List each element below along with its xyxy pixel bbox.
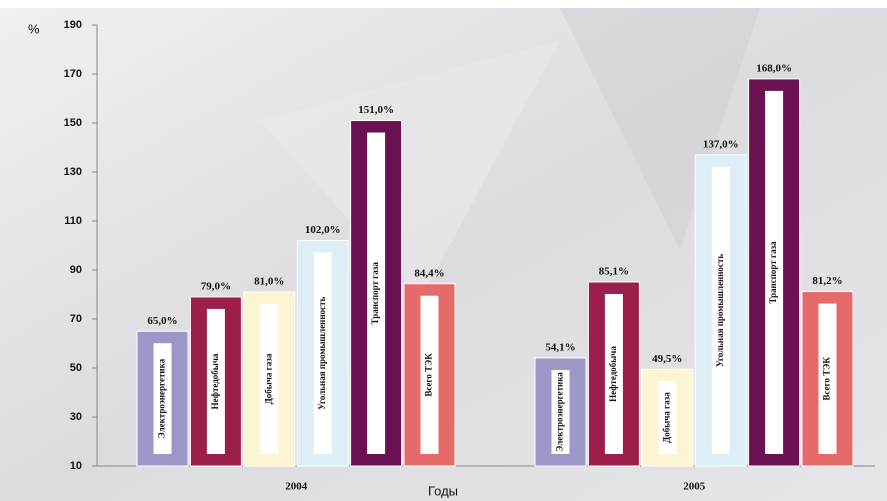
value-label: 137,0% bbox=[703, 138, 739, 150]
series-name: Угольная промышленность bbox=[715, 254, 725, 367]
series-name-box bbox=[711, 166, 730, 454]
series-name: Транспорт газа bbox=[370, 262, 380, 325]
y-tick-label: 170 bbox=[64, 68, 82, 80]
series-name-box bbox=[604, 294, 623, 454]
series-name: Добыча газа bbox=[661, 392, 671, 443]
x-tick-label: 2004 bbox=[285, 481, 308, 493]
series-name-box bbox=[420, 295, 439, 454]
series-name: Всего ТЭК bbox=[424, 353, 434, 397]
series-name-box bbox=[313, 252, 332, 454]
y-tick-label: 190 bbox=[64, 19, 82, 31]
y-tick-label: 50 bbox=[70, 362, 82, 374]
y-axis-label: % bbox=[28, 21, 40, 36]
value-label: 79,0% bbox=[201, 280, 231, 292]
y-tick-label: 150 bbox=[64, 117, 82, 129]
y-tick-label: 110 bbox=[64, 215, 82, 227]
value-label: 54,1% bbox=[545, 341, 575, 353]
series-name: Добыча газа bbox=[263, 353, 273, 404]
value-label: 168,0% bbox=[756, 62, 792, 74]
decor bbox=[560, 8, 760, 250]
series-name: Электроэнергетика bbox=[555, 372, 565, 452]
decor bbox=[260, 40, 560, 300]
x-tick-label: 2005 bbox=[683, 481, 706, 493]
y-tick-label: 10 bbox=[70, 460, 82, 472]
value-label: 85,1% bbox=[599, 266, 629, 278]
y-tick-label: 30 bbox=[70, 411, 82, 423]
y-tick-label: 90 bbox=[70, 264, 82, 276]
series-name: Транспорт газа bbox=[768, 241, 778, 304]
value-label: 49,5% bbox=[652, 353, 682, 365]
series-name: Нефтедобыча bbox=[210, 353, 220, 409]
value-label: 65,0% bbox=[147, 315, 177, 327]
series-name-box bbox=[551, 369, 570, 454]
value-label: 102,0% bbox=[305, 224, 341, 236]
y-tick-label: 130 bbox=[64, 166, 82, 178]
series-name-box bbox=[206, 308, 225, 454]
series-name-box bbox=[818, 303, 837, 454]
value-label: 81,0% bbox=[254, 276, 284, 288]
value-label: 84,4% bbox=[414, 267, 444, 279]
y-tick-label: 70 bbox=[70, 313, 82, 325]
x-axis-label: Годы bbox=[428, 483, 458, 498]
series-name-box bbox=[765, 90, 784, 455]
value-label: 151,0% bbox=[358, 104, 394, 116]
value-label: 81,2% bbox=[812, 275, 842, 287]
series-name-box bbox=[658, 381, 677, 454]
series-name: Нефтедобыча bbox=[608, 346, 618, 402]
series-name-box bbox=[260, 304, 279, 454]
series-name-box bbox=[367, 132, 386, 455]
series-name-box bbox=[153, 343, 172, 454]
series-name: Всего ТЭК bbox=[822, 357, 832, 401]
series-name: Электроэнергетика bbox=[157, 358, 167, 438]
series-name: Угольная промышленность bbox=[317, 297, 327, 410]
